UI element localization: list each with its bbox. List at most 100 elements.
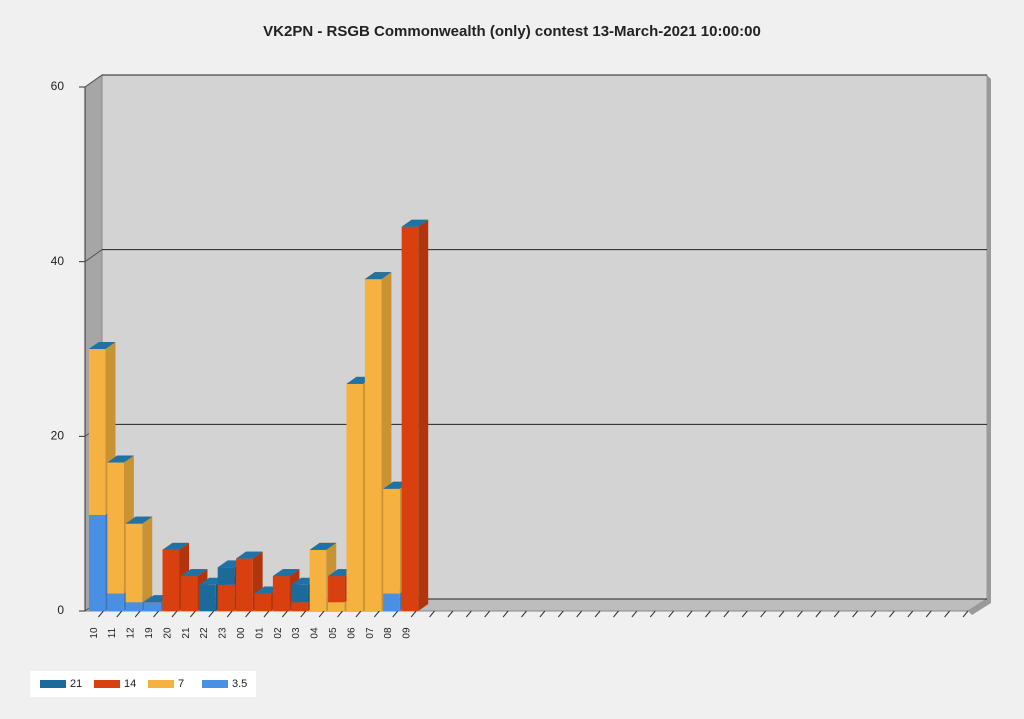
x-tick — [778, 610, 785, 618]
x-tick-label: 01 — [254, 627, 265, 639]
x-tick-label: 00 — [236, 627, 247, 639]
bar — [401, 226, 419, 611]
x-tick — [705, 610, 711, 618]
bar — [383, 593, 400, 611]
x-tick — [465, 610, 472, 618]
x-tick-label: 23 — [218, 627, 229, 639]
x-tick — [741, 610, 748, 618]
x-tick — [502, 610, 509, 618]
x-tick-label: 06 — [346, 627, 357, 639]
bar-top — [180, 569, 208, 577]
x-tick — [613, 610, 619, 618]
x-tick — [447, 610, 454, 618]
x-tick — [245, 610, 251, 618]
x-tick-label: 09 — [402, 627, 413, 639]
x-tick — [760, 610, 767, 618]
y-tick-label: 40 — [51, 254, 65, 268]
x-tick — [337, 610, 343, 618]
x-tick-label: 22 — [199, 627, 210, 639]
x-tick — [833, 610, 840, 618]
x-tick — [373, 610, 380, 618]
bar — [107, 593, 124, 611]
legend-label: 3.5 — [232, 678, 247, 690]
x-tick — [539, 610, 546, 618]
bar — [309, 549, 327, 611]
legend-swatch — [202, 680, 228, 688]
x-tick — [171, 610, 178, 618]
bar — [291, 602, 308, 611]
bar — [217, 584, 235, 611]
x-tick — [907, 610, 914, 618]
bar — [254, 593, 272, 611]
bar — [88, 349, 106, 515]
y-tick-label: 60 — [51, 79, 65, 93]
x-tick — [631, 610, 638, 618]
bar-top — [272, 569, 300, 577]
x-tick — [355, 610, 362, 618]
bar — [107, 462, 124, 594]
x-tick-label: 07 — [365, 627, 376, 639]
x-tick — [668, 610, 675, 618]
bar — [236, 558, 253, 611]
x-tick-label: 12 — [126, 627, 137, 639]
x-tick — [410, 610, 417, 618]
x-tick-label: 05 — [328, 627, 339, 639]
bar-top — [309, 542, 337, 550]
grid-line-side — [84, 74, 103, 88]
bar-top — [88, 342, 116, 349]
legend-swatch — [94, 680, 120, 688]
x-tick — [521, 610, 527, 618]
bar — [144, 602, 161, 611]
x-tick — [852, 610, 859, 618]
x-tick — [226, 610, 233, 618]
legend-swatch — [148, 680, 174, 688]
bar-top — [364, 272, 392, 280]
x-tick-label: 02 — [273, 627, 284, 639]
x-tick-label: 19 — [144, 627, 155, 639]
x-tick — [594, 610, 601, 618]
x-tick — [134, 610, 141, 618]
x-tick — [429, 610, 435, 618]
bar — [199, 584, 216, 611]
bar — [272, 576, 290, 611]
x-tick-label: 04 — [310, 627, 321, 639]
x-tick-label: 11 — [107, 627, 118, 638]
x-tick — [557, 610, 564, 618]
x-tick — [686, 610, 693, 618]
bar — [88, 514, 106, 611]
x-tick — [797, 610, 803, 618]
legend-label: 7 — [178, 678, 184, 690]
x-tick — [889, 610, 895, 618]
x-tick — [925, 610, 932, 618]
x-tick — [281, 610, 288, 618]
bar — [162, 549, 180, 611]
bar — [291, 584, 308, 603]
bar — [125, 523, 143, 603]
x-tick — [815, 610, 822, 618]
bar-side — [142, 516, 153, 603]
bar — [328, 602, 345, 611]
bar-top — [107, 455, 134, 463]
x-tick — [944, 610, 950, 618]
y-tick-label: 0 — [57, 603, 64, 617]
grid-line-side — [84, 249, 103, 263]
bar-top — [401, 219, 429, 227]
x-tick — [484, 610, 491, 618]
bar — [217, 567, 235, 585]
legend-label: 21 — [70, 678, 82, 690]
x-tick-label: 08 — [383, 627, 394, 639]
bar-top — [125, 516, 153, 524]
bar — [346, 383, 364, 611]
x-tick — [723, 610, 730, 618]
bar-top — [236, 551, 263, 559]
x-tick — [300, 610, 307, 618]
x-tick — [263, 610, 270, 618]
x-tick — [98, 610, 104, 618]
right-edge — [968, 75, 991, 615]
bar — [328, 576, 345, 603]
bar — [180, 576, 198, 611]
back-wall — [101, 74, 988, 600]
x-tick-label: 03 — [291, 627, 302, 639]
